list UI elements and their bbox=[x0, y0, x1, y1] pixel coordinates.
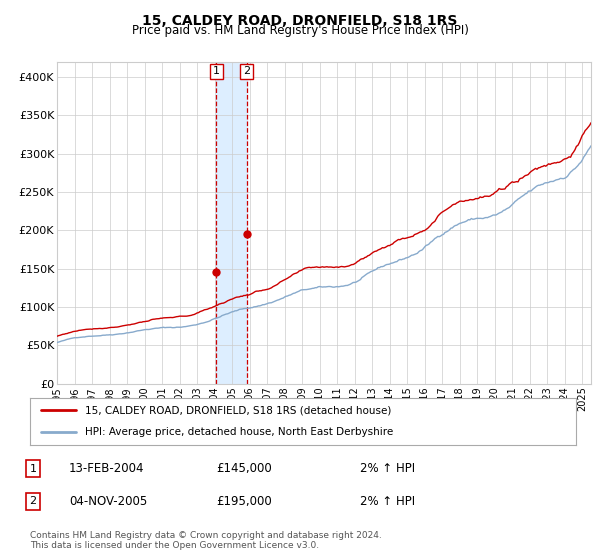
Text: 2% ↑ HPI: 2% ↑ HPI bbox=[360, 462, 415, 475]
Text: 15, CALDEY ROAD, DRONFIELD, S18 1RS: 15, CALDEY ROAD, DRONFIELD, S18 1RS bbox=[142, 14, 458, 28]
Text: 1: 1 bbox=[213, 67, 220, 76]
Text: 15, CALDEY ROAD, DRONFIELD, S18 1RS (detached house): 15, CALDEY ROAD, DRONFIELD, S18 1RS (det… bbox=[85, 405, 391, 416]
Bar bbox=[217, 62, 247, 384]
Text: £195,000: £195,000 bbox=[216, 494, 272, 508]
Text: 2: 2 bbox=[243, 67, 250, 76]
Text: £145,000: £145,000 bbox=[216, 462, 272, 475]
Text: 2: 2 bbox=[29, 496, 37, 506]
Text: 13-FEB-2004: 13-FEB-2004 bbox=[69, 462, 145, 475]
Text: 04-NOV-2005: 04-NOV-2005 bbox=[69, 494, 147, 508]
Text: 2% ↑ HPI: 2% ↑ HPI bbox=[360, 494, 415, 508]
Text: 1: 1 bbox=[29, 464, 37, 474]
Text: HPI: Average price, detached house, North East Derbyshire: HPI: Average price, detached house, Nort… bbox=[85, 427, 393, 437]
Text: Price paid vs. HM Land Registry's House Price Index (HPI): Price paid vs. HM Land Registry's House … bbox=[131, 24, 469, 37]
Text: Contains HM Land Registry data © Crown copyright and database right 2024.
This d: Contains HM Land Registry data © Crown c… bbox=[30, 531, 382, 550]
